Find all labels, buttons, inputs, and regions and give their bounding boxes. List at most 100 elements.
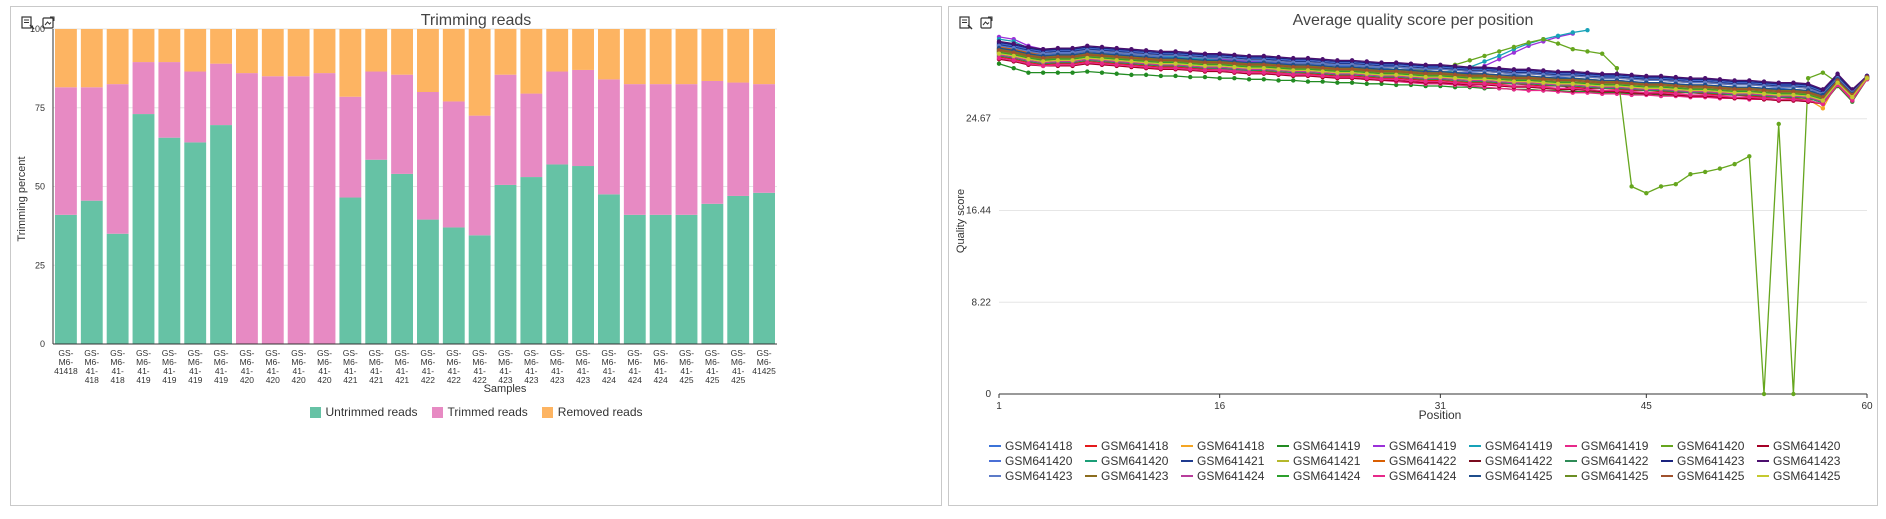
- legend-item[interactable]: GSM641425: [1661, 469, 1753, 483]
- legend-item[interactable]: GSM641424: [1277, 469, 1369, 483]
- data-point: [1055, 54, 1061, 60]
- series-line: [998, 47, 1868, 96]
- bar-segment: [546, 29, 569, 72]
- bar-segment: [701, 203, 724, 344]
- bar-segment: [753, 192, 775, 344]
- legend-swatch: [1565, 475, 1577, 477]
- legend-label: GSM641419: [1389, 439, 1457, 453]
- legend-item[interactable]: GSM641424: [1181, 469, 1273, 483]
- legend-item[interactable]: GSM641420: [1085, 454, 1177, 468]
- bar-segment: [80, 200, 103, 344]
- x-tick-label: 60: [1861, 401, 1873, 412]
- data-point: [1246, 53, 1252, 59]
- x-tick-label: 41-: [525, 366, 537, 376]
- data-point: [1188, 62, 1193, 68]
- legend-item[interactable]: GSM641424: [1373, 469, 1465, 483]
- series-line: [998, 56, 1868, 102]
- y-tick-label: 25: [35, 260, 45, 270]
- legend-item[interactable]: Removed reads: [541, 405, 643, 419]
- legend-swatch: [1757, 475, 1769, 477]
- data-point: [1129, 72, 1134, 78]
- data-point: [1497, 65, 1502, 71]
- bar-segment: [236, 29, 258, 74]
- legend-item[interactable]: GSM641422: [1565, 454, 1657, 468]
- legend-label: GSM641420: [1101, 454, 1169, 468]
- x-tick-label: GS-: [653, 348, 668, 358]
- legend-item[interactable]: GSM641423: [1085, 469, 1177, 483]
- data-point: [1188, 74, 1193, 80]
- data-point: [1482, 59, 1487, 64]
- data-point: [1644, 86, 1649, 91]
- legend-item[interactable]: GSM641423: [1661, 454, 1753, 468]
- data-point: [1791, 80, 1796, 85]
- data-point: [1820, 87, 1826, 92]
- bar-segment: [184, 71, 207, 143]
- data-point: [1555, 78, 1561, 83]
- data-point: [1497, 57, 1502, 62]
- legend-item[interactable]: GSM641425: [1469, 469, 1561, 483]
- x-tick-label: 425: [705, 375, 719, 385]
- data-point: [1070, 58, 1075, 63]
- legend-item[interactable]: GSM641419: [1373, 439, 1465, 453]
- x-tick-label: GS-: [110, 348, 125, 358]
- legend-item[interactable]: GSM641421: [1277, 454, 1369, 468]
- legend-item[interactable]: GSM641418: [1085, 439, 1177, 453]
- legend-item[interactable]: GSM641422: [1469, 454, 1561, 468]
- data-point: [996, 61, 1002, 66]
- x-tick-label: 422: [447, 375, 461, 385]
- bar-segment: [753, 29, 775, 85]
- bar-segment: [158, 137, 181, 344]
- x-tick-label: GS-: [162, 348, 177, 358]
- legend-item[interactable]: GSM641418: [1181, 439, 1273, 453]
- bar-segment: [55, 87, 77, 215]
- data-point: [1305, 72, 1311, 78]
- x-tick-label: GS-: [705, 348, 720, 358]
- data-point: [1482, 73, 1487, 79]
- legend-label: GSM641423: [1677, 454, 1745, 468]
- x-tick-label: GS-: [446, 348, 461, 358]
- legend-item[interactable]: GSM641422: [1373, 454, 1465, 468]
- bar-segment: [623, 29, 646, 85]
- legend-swatch: [541, 406, 553, 418]
- legend-item[interactable]: GSM641419: [1565, 439, 1657, 453]
- legend-swatch: [1469, 475, 1481, 477]
- chart-settings-icon[interactable]: [959, 16, 973, 30]
- bar-segment: [417, 219, 439, 344]
- data-point: [1599, 88, 1605, 93]
- data-point: [1761, 391, 1767, 397]
- data-point: [1099, 70, 1105, 75]
- legend-item[interactable]: GSM641419: [1469, 439, 1561, 453]
- data-point: [1541, 80, 1546, 85]
- legend-swatch: [431, 406, 443, 418]
- chart-settings-icon[interactable]: [21, 16, 35, 30]
- legend-item[interactable]: GSM641425: [1565, 469, 1657, 483]
- data-point: [1070, 70, 1075, 75]
- quality-chart-title: Average quality score per position: [1292, 12, 1534, 29]
- legend-item[interactable]: GSM641420: [1661, 439, 1753, 453]
- legend-item[interactable]: Trimmed reads: [431, 405, 528, 419]
- data-point: [1702, 76, 1708, 81]
- data-point: [1423, 79, 1428, 84]
- data-point: [1776, 121, 1781, 127]
- x-tick-label: M6-: [576, 357, 591, 367]
- legend-item[interactable]: GSM641419: [1277, 439, 1369, 453]
- export-image-icon[interactable]: [979, 16, 993, 30]
- legend-item[interactable]: GSM641420: [1757, 439, 1849, 453]
- data-point: [1688, 76, 1693, 81]
- data-point: [1438, 74, 1443, 80]
- legend-item[interactable]: GSM641423: [989, 469, 1081, 483]
- export-image-icon[interactable]: [41, 16, 55, 30]
- legend-item[interactable]: GSM641418: [989, 439, 1081, 453]
- x-tick-label: GS-: [757, 348, 772, 358]
- legend-item[interactable]: Untrimmed reads: [309, 405, 418, 419]
- legend-item[interactable]: GSM641425: [1757, 469, 1849, 483]
- x-tick-label: M6-: [110, 357, 125, 367]
- data-point: [1232, 52, 1237, 57]
- legend-item[interactable]: GSM641421: [1181, 454, 1273, 468]
- data-point: [1614, 71, 1620, 76]
- bar-segment: [365, 159, 388, 344]
- legend-item[interactable]: GSM641423: [1757, 454, 1849, 468]
- legend-item[interactable]: GSM641420: [989, 454, 1081, 468]
- data-point: [1482, 81, 1487, 86]
- data-point: [1747, 154, 1752, 159]
